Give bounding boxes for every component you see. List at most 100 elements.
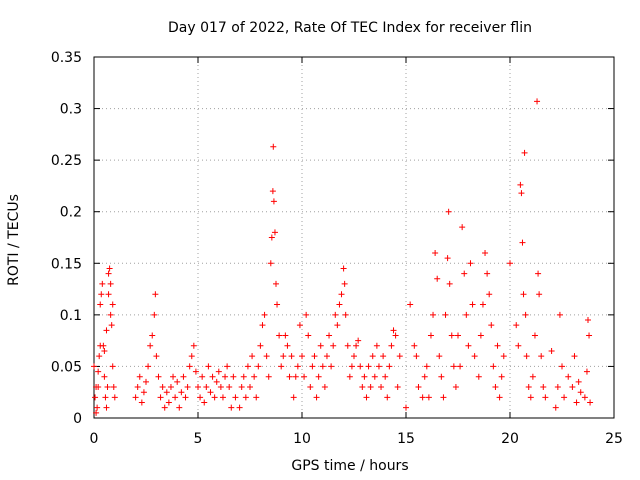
data-point [102,394,109,401]
data-point [380,353,387,360]
data-point [93,409,100,416]
data-point [180,373,187,380]
y-tick-label: 0.15 [51,256,82,272]
y-tick-label: 0.25 [51,153,82,169]
data-point [273,280,279,287]
data-point [577,389,584,396]
data-point [565,373,572,380]
data-point [184,384,191,391]
x-tick-label: 0 [90,431,99,447]
data-point [477,332,484,339]
data-point [276,332,283,339]
data-point [174,378,181,385]
data-point [427,332,434,339]
data-point [394,384,401,391]
data-point [288,353,295,360]
data-point [438,373,445,380]
data-point [207,389,214,396]
data-point [92,394,99,401]
data-point [575,378,582,385]
data-point [573,399,580,406]
data-point [455,332,461,339]
data-point [145,363,152,370]
data-point [271,229,278,236]
data-point [375,363,382,370]
data-point [361,373,368,380]
data-point [255,363,262,370]
data-point [479,301,486,308]
data-point [386,363,393,370]
x-axis-label: GPS time / hours [291,458,408,474]
data-point [430,311,437,318]
data-point [351,353,357,360]
data-point [240,373,247,380]
data-point [494,342,501,349]
data-point [521,149,528,156]
data-point [259,322,266,329]
data-point [388,342,395,349]
data-point [101,373,108,380]
y-tick-label: 0 [73,411,82,427]
data-point [195,384,201,391]
data-point [484,270,491,277]
data-point [307,384,314,391]
data-point [326,332,333,339]
data-point [434,275,441,282]
data-point [382,373,389,380]
data-point [459,224,466,231]
data-point [153,353,160,360]
data-point [529,373,536,380]
data-point [471,353,478,360]
data-point [172,394,179,401]
data-point [461,270,468,277]
data-point [500,353,507,360]
data-point [415,384,422,391]
data-point [488,322,495,329]
data-point [396,353,403,360]
data-point [157,394,164,401]
axis-ticks: 0 5 10 15 20 25 0 0.05 0.1 0.15 0.2 0.25 0.3 0.35 [51,50,623,447]
data-point [96,353,103,360]
data-point [407,301,414,308]
data-point [332,311,339,318]
data-point [548,347,555,354]
data-point [446,280,453,287]
data-point [270,198,277,205]
data-point [440,394,447,401]
data-point [105,291,112,298]
data-point [517,181,524,188]
data-point [436,353,443,360]
data-point [274,301,281,308]
data-point [192,368,199,375]
data-point [378,384,385,391]
data-point [328,363,335,370]
data-point [261,311,268,318]
data-point [482,249,489,256]
data-point [97,342,104,349]
x-tick-label: 20 [501,431,519,447]
x-tick-label: 15 [397,431,415,447]
data-point [294,363,301,370]
data-point [151,311,158,318]
data-point [244,363,251,370]
data-point [475,373,482,380]
data-point [419,394,426,401]
y-tick-label: 0.05 [51,359,82,375]
data-point [108,322,115,329]
data-point [269,188,276,195]
y-tick-label: 0.2 [60,205,82,221]
data-point [228,404,235,411]
data-point [363,394,370,401]
data-point [390,327,397,334]
data-point [353,342,360,349]
data-point [445,208,452,215]
data-point [346,373,353,380]
data-point [384,394,391,401]
data-point [369,353,376,360]
data-point [305,332,312,339]
data-point [313,394,320,401]
data-point [411,342,418,349]
data-point [330,342,337,349]
data-point [163,389,170,396]
